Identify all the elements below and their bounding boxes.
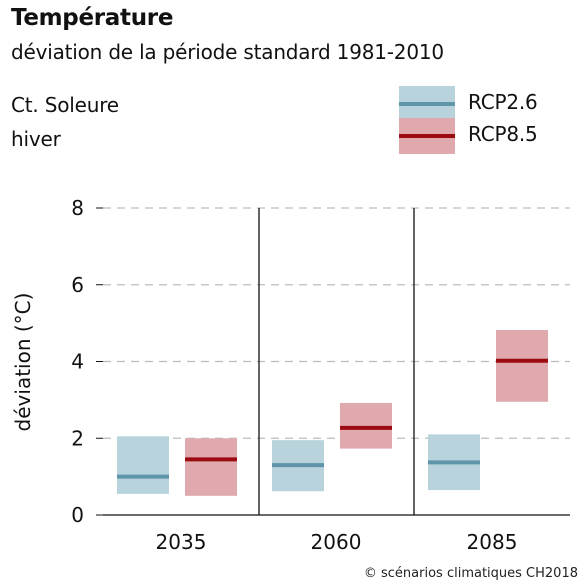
legend-line-rcp85 <box>399 134 455 138</box>
range-band-rcp85-2035 <box>185 438 237 496</box>
y-tick-label: 6 <box>71 273 84 297</box>
season-label: hiver <box>11 127 61 151</box>
y-axis-label: déviation (°C) <box>11 293 35 432</box>
chart-subtitle: déviation de la période standard 1981-20… <box>11 40 444 64</box>
credit-text: © scénarios climatiques CH2018 <box>363 566 578 581</box>
region-label: Ct. Soleure <box>11 93 119 117</box>
x-tick-label-2085: 2085 <box>467 530 518 554</box>
chart-title: Température <box>11 5 174 31</box>
range-band-rcp26-2035 <box>117 436 169 494</box>
median-lines <box>117 358 548 479</box>
y-tick-label: 2 <box>71 426 84 450</box>
range-bands <box>117 330 548 496</box>
y-tick-label: 8 <box>71 196 84 220</box>
grid-lines <box>103 207 570 439</box>
x-tick-label-2060: 2060 <box>311 530 362 554</box>
legend-label-rcp85: RCP8.5 <box>468 122 538 146</box>
y-tick-label: 4 <box>71 350 84 374</box>
y-tick-label: 0 <box>71 503 84 527</box>
range-band-rcp85-2060 <box>340 402 392 449</box>
legend-line-rcp26 <box>399 102 455 106</box>
range-band-rcp85-2085 <box>496 330 548 402</box>
axes: 0 2 4 6 8 2035 2060 2085 <box>71 196 570 554</box>
x-tick-label-2035: 2035 <box>156 530 207 554</box>
legend-label-rcp26: RCP2.6 <box>468 90 538 114</box>
